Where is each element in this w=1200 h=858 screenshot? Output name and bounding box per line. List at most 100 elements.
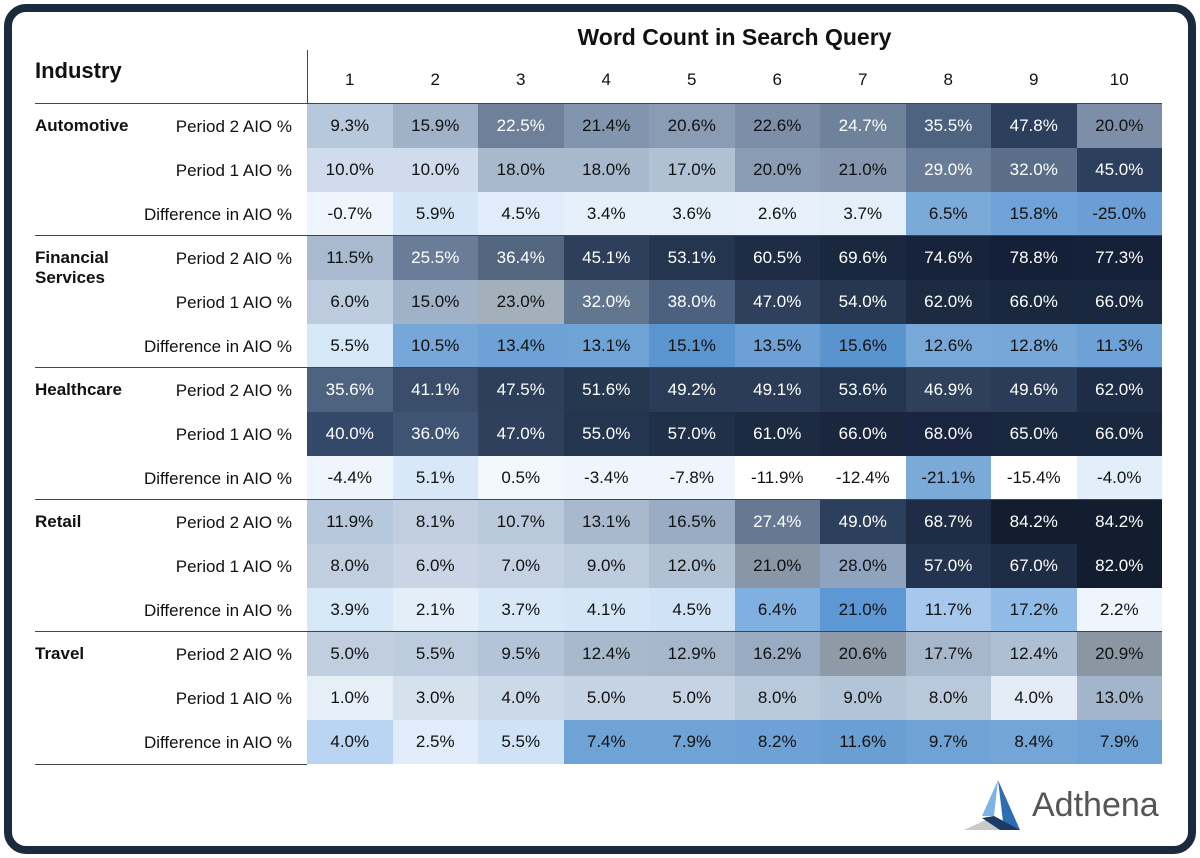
heat-cell: 28.0% [820,544,906,588]
heat-cell: 12.0% [649,544,735,588]
heat-cell: 13.4% [478,324,564,368]
heat-cell: 66.0% [820,412,906,456]
row-label: Period 2 AIO % [175,645,292,664]
heat-cell: 3.0% [392,676,478,720]
heat-cell: 68.0% [905,412,991,456]
heat-cell: 2.5% [392,720,478,764]
heat-cell: 61.0% [734,412,820,456]
heat-cell: 21.0% [820,148,906,192]
heat-cell: 16.5% [649,500,735,544]
row-label: Difference in AIO % [143,733,292,752]
heat-cell: 47.8% [991,104,1077,148]
column-label: 7 [858,70,868,89]
heat-cell: 20.6% [820,632,906,676]
row-label: Difference in AIO % [143,469,292,488]
heat-cell: 55.0% [563,412,649,456]
heat-cell: 11.3% [1076,324,1162,368]
heat-cell: 62.0% [905,280,991,324]
row-label: Period 2 AIO % [175,249,292,268]
heat-cell: 18.0% [563,148,649,192]
heat-cell: 12.9% [649,632,735,676]
column-label: 10 [1109,70,1129,89]
heat-cell: -0.7% [307,192,393,236]
heat-cell: 29.0% [905,148,991,192]
heat-cell: 21.0% [734,544,820,588]
heat-cell: 12.4% [991,632,1077,676]
column-label: 8 [943,70,953,89]
heat-cell: 12.8% [991,324,1077,368]
heat-cell: 51.6% [563,368,649,412]
heat-cell: 22.5% [478,104,564,148]
heat-cell: 13.1% [563,324,649,368]
industry-name: Retail [35,512,82,531]
heat-cell: 49.2% [649,368,735,412]
heat-cell: 66.0% [1076,280,1162,324]
industry-label: Industry [35,58,122,83]
heat-cell: 53.1% [649,236,735,280]
heat-cell: 84.2% [1076,500,1162,544]
heat-cell: 5.5% [307,324,393,368]
heat-cell: 46.9% [905,368,991,412]
heat-cell: 5.0% [563,676,649,720]
industry-name: Financial Services [35,248,109,287]
heat-cell: 15.9% [392,104,478,148]
heat-cell: 5.0% [649,676,735,720]
heat-cell: -4.0% [1076,456,1162,500]
heat-cell: 4.0% [307,720,393,764]
heat-cell: 9.3% [307,104,393,148]
heat-cell: 27.4% [734,500,820,544]
heat-cell: 66.0% [991,280,1077,324]
heat-cell: 10.0% [392,148,478,192]
heat-cell: 10.0% [307,148,393,192]
heat-cell: -15.4% [991,456,1077,500]
heat-cell: 4.5% [478,192,564,236]
heat-cell: 49.6% [991,368,1077,412]
industry-name: Healthcare [35,380,122,399]
heat-cell: 16.2% [734,632,820,676]
heat-cell: 21.0% [820,588,906,632]
heat-cell: 4.0% [478,676,564,720]
heat-cell: 7.0% [478,544,564,588]
heat-cell: 5.5% [392,632,478,676]
row-label: Period 1 AIO % [175,293,292,312]
group-rule [35,235,1162,236]
heat-cell: 8.2% [734,720,820,764]
heat-cell: 1.0% [307,676,393,720]
heat-cell: 15.8% [991,192,1077,236]
heat-cell: 47.0% [478,412,564,456]
heat-cell: -11.9% [734,456,820,500]
bottom-rule [35,764,307,765]
heat-cell: 7.9% [649,720,735,764]
row-label: Period 1 AIO % [175,557,292,576]
heat-cell: 77.3% [1076,236,1162,280]
heat-cell: 25.5% [392,236,478,280]
heat-cell: 47.5% [478,368,564,412]
heat-cell: 54.0% [820,280,906,324]
heat-cell: 35.5% [905,104,991,148]
heat-cell: 84.2% [991,500,1077,544]
heat-cell: -7.8% [649,456,735,500]
heat-cell: 35.6% [307,368,393,412]
row-label: Period 2 AIO % [175,513,292,532]
heat-cell: 11.7% [905,588,991,632]
heat-cell: 8.4% [991,720,1077,764]
heat-cell: 8.0% [734,676,820,720]
heat-cell: 13.5% [734,324,820,368]
heat-cell: -12.4% [820,456,906,500]
heat-cell: 8.1% [392,500,478,544]
group-rule [35,631,1162,632]
heat-cell: 10.7% [478,500,564,544]
heat-cell: 53.6% [820,368,906,412]
heat-cell: 17.0% [649,148,735,192]
heat-cell: 12.6% [905,324,991,368]
heat-cell: 3.7% [478,588,564,632]
heat-cell: 9.5% [478,632,564,676]
column-label: 4 [601,70,611,89]
heat-cell: 15.0% [392,280,478,324]
industry-name: Travel [35,644,85,663]
heat-cell: 6.0% [307,280,393,324]
heat-cell: 2.6% [734,192,820,236]
heat-cell: 8.0% [905,676,991,720]
